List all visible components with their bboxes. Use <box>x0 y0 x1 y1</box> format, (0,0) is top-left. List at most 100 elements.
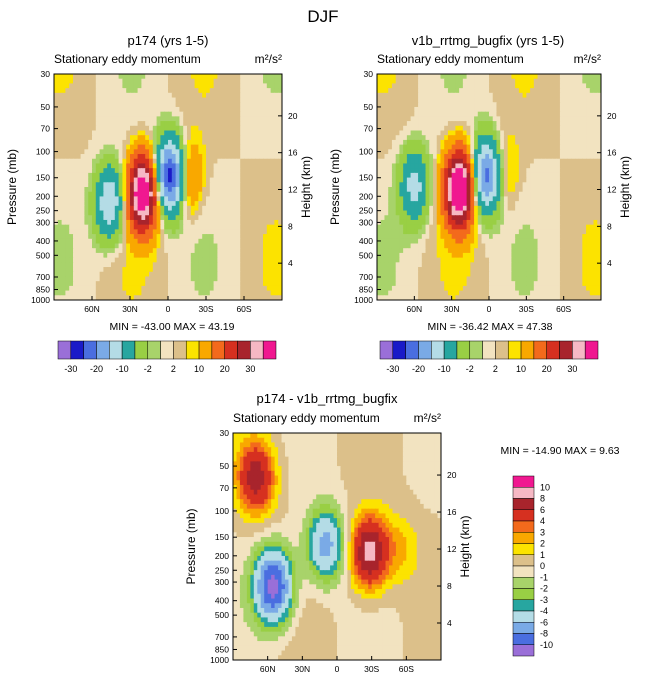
field-cell <box>530 205 535 212</box>
field-cell <box>236 201 241 207</box>
field-cell <box>436 187 442 193</box>
field-cell <box>533 83 539 89</box>
field-cell <box>377 182 382 188</box>
field-cell <box>511 106 516 113</box>
field-cell <box>489 106 494 113</box>
field-cell <box>118 163 123 169</box>
field-cell <box>244 74 249 80</box>
field-cell <box>455 144 460 150</box>
field-cell <box>440 182 445 188</box>
field-cell <box>563 78 568 85</box>
field-cell <box>61 290 66 296</box>
field-cell <box>95 267 101 273</box>
field-cell <box>247 92 253 99</box>
field-cell <box>507 196 512 202</box>
field-cell <box>537 215 542 221</box>
field-cell <box>57 102 63 108</box>
field-cell <box>485 139 490 146</box>
field-cell <box>92 130 97 136</box>
field-cell <box>69 88 74 94</box>
field-cell <box>168 196 173 202</box>
field-cell <box>388 130 393 136</box>
field-cell <box>559 121 565 127</box>
field-cell <box>244 219 249 226</box>
field-cell <box>54 116 59 122</box>
field-cell <box>447 154 453 160</box>
field-cell <box>425 158 430 165</box>
field-cell <box>206 163 211 169</box>
field-cell <box>496 135 501 141</box>
field-cell <box>507 182 512 188</box>
field-cell <box>503 125 509 132</box>
field-cell <box>152 74 158 80</box>
field-cell <box>76 290 82 296</box>
field-cell <box>111 102 116 108</box>
field-cell <box>526 130 531 136</box>
field-cell <box>103 215 108 221</box>
field-cell <box>447 125 453 132</box>
field-cell <box>57 224 63 230</box>
field-cell <box>137 205 142 212</box>
field-cell <box>552 116 557 122</box>
field-cell <box>236 106 241 113</box>
field-cell <box>399 121 404 127</box>
field-cell <box>152 121 158 127</box>
field-cell <box>391 158 397 165</box>
field-cell <box>462 139 468 146</box>
field-cell <box>541 219 546 226</box>
field-cell <box>391 215 397 221</box>
field-cell <box>175 187 180 193</box>
field-cell <box>202 130 207 136</box>
field-cell <box>384 229 389 235</box>
field-cell <box>526 88 531 94</box>
field-cell <box>221 154 226 160</box>
field-cell <box>240 229 245 235</box>
field-cell <box>489 92 494 99</box>
field-cell <box>111 130 116 136</box>
field-cell <box>552 215 557 221</box>
field-cell <box>61 187 66 193</box>
field-cell <box>198 149 203 155</box>
field-cell <box>571 187 576 193</box>
field-cell <box>571 154 576 160</box>
field-cell <box>152 106 158 113</box>
field-cell <box>489 139 494 146</box>
field-cell <box>455 205 460 212</box>
field-cell <box>444 163 449 169</box>
field-cell <box>496 187 501 193</box>
field-cell <box>481 135 486 141</box>
field-cell <box>236 295 241 300</box>
field-cell <box>414 163 419 169</box>
field-cell <box>247 139 253 146</box>
field-cell <box>244 130 249 136</box>
field-cell <box>187 191 192 198</box>
field-cell <box>567 158 572 165</box>
field-cell <box>61 125 66 132</box>
field-cell <box>73 285 78 292</box>
field-cell <box>225 163 230 169</box>
field-cell <box>175 97 180 103</box>
field-cell <box>414 106 419 113</box>
field-cell <box>418 215 423 221</box>
field-cell <box>156 116 161 122</box>
field-cell <box>175 92 180 99</box>
field-cell <box>548 106 554 113</box>
field-cell <box>526 210 531 216</box>
field-cell <box>278 154 282 160</box>
field-cell <box>198 74 203 80</box>
field-cell <box>69 257 74 263</box>
field-cell <box>183 149 188 155</box>
field-cell <box>202 205 207 212</box>
field-cell <box>65 158 70 165</box>
field-cell <box>395 125 400 132</box>
field-cell <box>54 224 59 230</box>
field-cell <box>183 224 188 230</box>
field-cell <box>213 168 218 174</box>
field-cell <box>209 257 215 263</box>
field-cell <box>278 290 282 296</box>
field-cell <box>259 271 264 278</box>
field-cell <box>80 219 85 226</box>
field-cell <box>232 111 237 117</box>
field-cell <box>225 271 230 278</box>
field-cell <box>54 74 59 80</box>
